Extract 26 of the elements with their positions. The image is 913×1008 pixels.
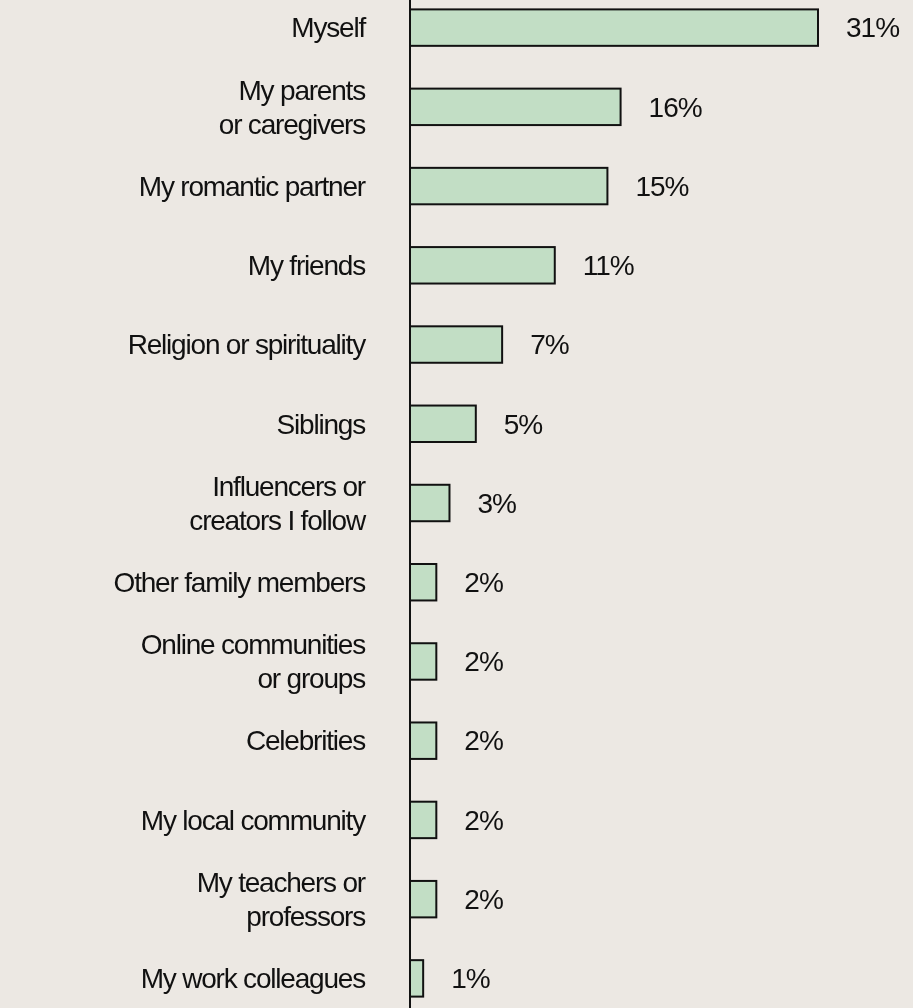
data-label: 11% <box>582 250 634 282</box>
y-tick-label: My parents or caregivers <box>218 74 366 140</box>
data-label: 2% <box>464 725 503 757</box>
data-label: 2% <box>464 804 503 836</box>
y-tick-label: Siblings <box>276 408 366 440</box>
y-tick-label: Religion or spirituality <box>127 329 367 361</box>
data-label: 16% <box>648 91 702 123</box>
y-tick-label: My romantic partner <box>138 170 366 202</box>
data-label: 31% <box>846 12 900 44</box>
y-tick-label: My friends <box>247 250 366 282</box>
data-label: 2% <box>464 646 503 678</box>
y-tick-label: Influencers or creators I follow <box>189 470 367 536</box>
y-tick-label: Other family members <box>113 567 366 599</box>
data-label: 2% <box>464 883 503 915</box>
data-label: 2% <box>464 567 503 599</box>
y-tick-label: My work colleagues <box>140 963 366 995</box>
data-label: 7% <box>530 329 569 361</box>
data-label: 1% <box>451 963 490 995</box>
y-tick-label: My local community <box>140 804 367 836</box>
y-tick-label: My teachers or professors <box>196 866 366 932</box>
data-label: 15% <box>635 170 689 202</box>
y-tick-label: Celebrities <box>245 725 366 757</box>
y-tick-label: Online communities or groups <box>140 629 366 695</box>
data-label: 3% <box>477 487 517 519</box>
data-label: 5% <box>503 408 543 440</box>
y-tick-label: Myself <box>291 12 367 44</box>
